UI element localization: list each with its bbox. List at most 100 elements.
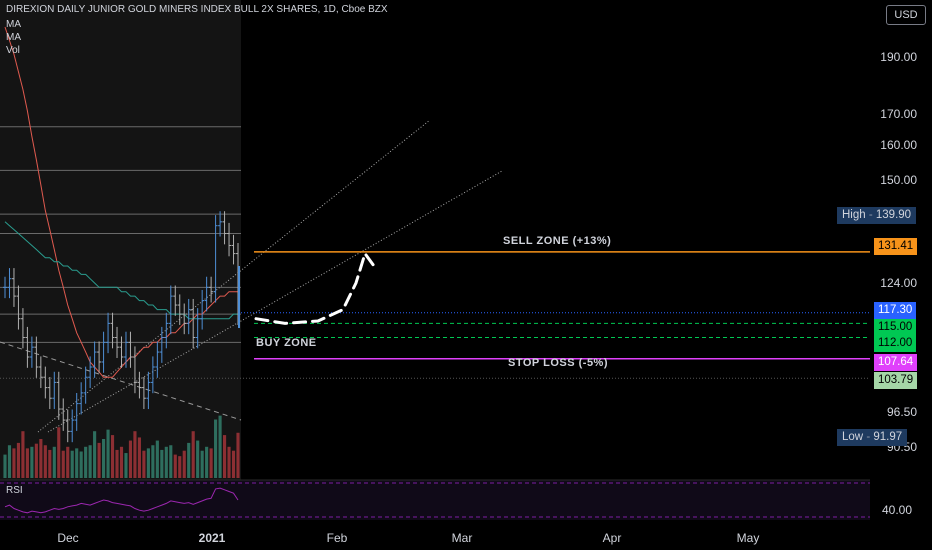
volume-bar bbox=[182, 450, 186, 478]
x-tick-label: Apr bbox=[603, 531, 622, 545]
volume-bar bbox=[75, 448, 79, 478]
volume-bar bbox=[84, 446, 88, 478]
volume-bar bbox=[25, 448, 29, 478]
time-axis[interactable]: Dec 2021 Feb Mar Apr May bbox=[57, 531, 759, 545]
rsi-line bbox=[4, 487, 239, 514]
volume-bar bbox=[205, 446, 209, 478]
volume-bar bbox=[48, 449, 52, 478]
volume-bar bbox=[52, 446, 56, 478]
volume-bar bbox=[187, 442, 191, 478]
volume-bar bbox=[119, 446, 124, 478]
support-price-tag: 103.79 bbox=[874, 372, 918, 389]
volume-bar bbox=[146, 448, 150, 478]
volume-bar bbox=[227, 446, 231, 478]
volume-bar bbox=[115, 449, 119, 478]
volume-bar bbox=[209, 448, 213, 478]
volume-bar bbox=[142, 450, 146, 478]
volume-bar bbox=[178, 456, 182, 478]
volume-bar bbox=[66, 446, 70, 478]
volume-bar bbox=[155, 440, 159, 478]
channel-upper-line bbox=[37, 119, 431, 433]
price-axis[interactable]: 190.00170.00160.00150.00124.0096.5090.50… bbox=[880, 50, 917, 517]
volume-bar bbox=[12, 448, 16, 478]
x-tick-label: Feb bbox=[327, 531, 348, 545]
projection-path-line bbox=[254, 250, 376, 325]
buy-zone-label: BUY ZONE bbox=[256, 337, 317, 349]
high-label: High bbox=[842, 209, 866, 221]
stop-loss-label: STOP LOSS (-5%) bbox=[508, 357, 609, 369]
volume-bar bbox=[231, 450, 236, 478]
volume-bar bbox=[218, 415, 222, 478]
volume-bar bbox=[102, 439, 106, 478]
volume-bar bbox=[124, 453, 128, 478]
volume-bar bbox=[128, 440, 133, 478]
y-tick-label: 150.00 bbox=[880, 173, 917, 187]
volume-bar bbox=[200, 450, 204, 478]
volume-bar bbox=[236, 432, 240, 478]
volume-bar bbox=[16, 442, 21, 478]
x-tick-label: Mar bbox=[452, 531, 473, 545]
x-tick-label: May bbox=[737, 531, 760, 545]
volume-bar bbox=[34, 443, 38, 478]
horizontal-levels bbox=[0, 126, 870, 379]
channel-lower-line bbox=[47, 170, 503, 433]
volume-bar bbox=[21, 431, 25, 478]
rsi-indicator bbox=[0, 482, 870, 518]
chart-title: DIREXION DAILY JUNIOR GOLD MINERS INDEX … bbox=[6, 4, 388, 15]
indicator-ma-2[interactable]: MA bbox=[6, 32, 21, 43]
volume-bar bbox=[97, 442, 101, 478]
descending-trend-line bbox=[0, 341, 242, 421]
volume-bar bbox=[88, 445, 92, 478]
y-tick-label: 190.00 bbox=[880, 50, 917, 64]
volume-bar bbox=[43, 445, 47, 478]
buy-top-price-tag: 115.00 bbox=[874, 319, 917, 336]
trade-zones[interactable] bbox=[241, 251, 870, 360]
indicator-volume[interactable]: Vol bbox=[6, 45, 20, 56]
volume-bar bbox=[39, 439, 43, 478]
rsi-pane-background bbox=[0, 480, 870, 520]
trend-channel[interactable] bbox=[0, 119, 503, 433]
currency-button[interactable]: USD bbox=[886, 5, 926, 25]
current-price-tag: 117.30 bbox=[874, 302, 917, 319]
rsi-tick-label: 40.00 bbox=[882, 503, 912, 517]
y-tick-label: 124.00 bbox=[880, 276, 917, 290]
volume-bar bbox=[110, 435, 115, 478]
stop-price-tag: 107.64 bbox=[874, 354, 918, 371]
high-marker: High - 139.90 bbox=[837, 207, 917, 224]
volume-bar bbox=[160, 449, 164, 478]
sell-price-tag: 131.41 bbox=[874, 238, 918, 255]
volume-bar bbox=[93, 431, 97, 478]
projection-path[interactable] bbox=[254, 250, 376, 325]
x-tick-label: Dec bbox=[57, 531, 78, 545]
volume-bar bbox=[79, 451, 83, 478]
volume-bar bbox=[196, 440, 200, 478]
volume-bar bbox=[7, 445, 12, 478]
volume-bar bbox=[57, 427, 61, 478]
y-tick-label: 170.00 bbox=[880, 107, 917, 121]
volume-bar bbox=[3, 454, 7, 478]
y-tick-label: 160.00 bbox=[880, 138, 917, 152]
volume-bar bbox=[173, 454, 177, 478]
volume-bars bbox=[3, 415, 240, 478]
x-tick-label: 2021 bbox=[199, 531, 226, 545]
volume-bar bbox=[137, 437, 141, 478]
rsi-label[interactable]: RSI bbox=[6, 485, 23, 496]
low-marker: Low - 91.97 bbox=[837, 429, 908, 446]
low-label: Low bbox=[842, 431, 864, 443]
volume-bar bbox=[133, 431, 137, 478]
volume-bar bbox=[214, 419, 218, 478]
y-tick-label: 96.50 bbox=[887, 405, 917, 419]
volume-bar bbox=[222, 435, 227, 478]
low-value: 91.97 bbox=[873, 431, 903, 443]
volume-bar bbox=[191, 431, 195, 478]
history-region-background bbox=[0, 0, 241, 480]
price-bars bbox=[3, 211, 240, 443]
sell-zone-label: SELL ZONE (+13%) bbox=[503, 235, 612, 247]
volume-bar bbox=[30, 446, 34, 478]
volume-bar bbox=[70, 450, 74, 478]
volume-bar bbox=[106, 429, 110, 478]
high-value: 139.90 bbox=[875, 209, 912, 221]
indicator-ma-1[interactable]: MA bbox=[6, 19, 21, 30]
volume-bar bbox=[61, 450, 65, 478]
